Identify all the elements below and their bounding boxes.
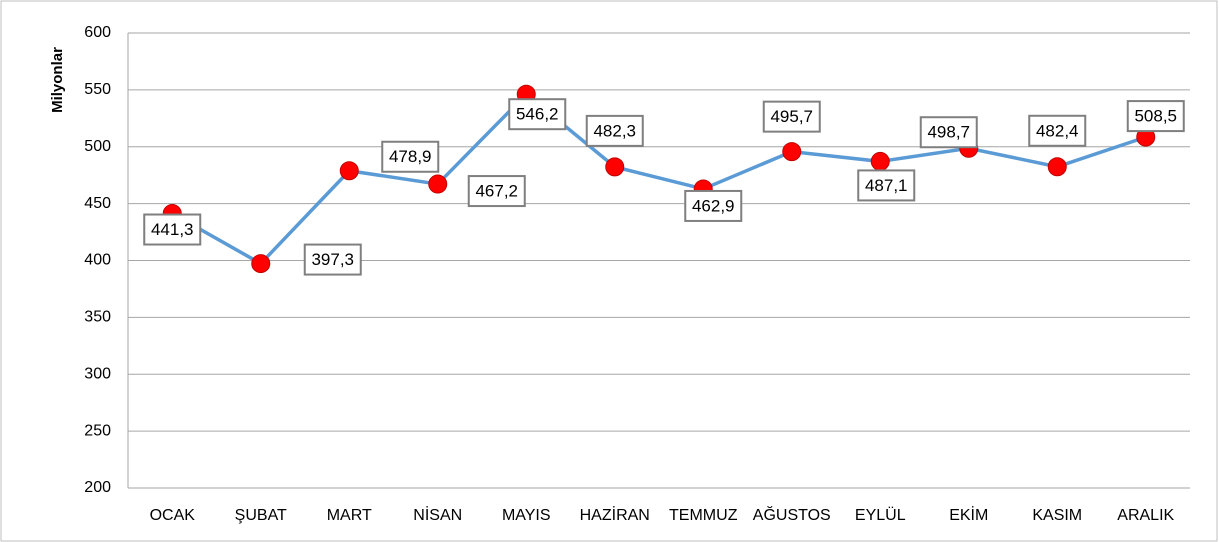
y-tick-label: 450	[84, 195, 111, 212]
x-tick-label: HAZİRAN	[580, 505, 650, 524]
x-tick-label: MART	[327, 507, 372, 524]
x-tick-label: TEMMUZ	[669, 507, 738, 524]
data-label: 467,2	[475, 182, 518, 201]
y-axis-label: Milyonlar	[49, 47, 66, 113]
x-tick-label: MAYIS	[502, 507, 551, 524]
marker	[782, 142, 802, 162]
data-label: 441,3	[151, 220, 194, 239]
y-tick-label: 200	[84, 479, 111, 496]
y-tick-label: 600	[84, 24, 111, 41]
marker	[1047, 157, 1067, 177]
data-label-box	[1126, 100, 1185, 133]
y-tick-label: 300	[84, 365, 111, 382]
data-label: 482,4	[1036, 121, 1079, 140]
y-tick-label: 250	[84, 422, 111, 439]
data-label-box	[303, 243, 362, 276]
data-label-box	[508, 98, 567, 131]
data-label-box	[919, 116, 978, 149]
data-label: 462,9	[692, 196, 735, 215]
x-tick-label: EYLÜL	[855, 506, 906, 524]
marker	[339, 161, 359, 181]
data-label-box	[684, 189, 743, 222]
data-label-box	[762, 100, 821, 133]
data-label: 546,2	[516, 105, 559, 124]
x-tick-label: AĞUSTOS	[753, 505, 831, 524]
x-tick-label: NİSAN	[413, 505, 462, 524]
data-label: 508,5	[1134, 107, 1177, 126]
data-label-box	[143, 213, 202, 246]
y-tick-label: 500	[84, 138, 111, 155]
x-tick-label: KASIM	[1032, 507, 1082, 524]
x-tick-label: OCAK	[150, 507, 196, 524]
data-label-box	[381, 140, 440, 173]
data-label-box	[467, 175, 526, 208]
y-tick-label: 550	[84, 81, 111, 98]
data-label-box	[1028, 114, 1087, 147]
marker	[251, 254, 271, 274]
data-label: 498,7	[927, 123, 970, 142]
y-tick-label: 400	[84, 252, 111, 269]
data-label-box	[585, 114, 644, 147]
data-label: 482,3	[593, 121, 636, 140]
data-label: 487,1	[865, 176, 908, 195]
data-label: 495,7	[770, 107, 813, 126]
x-tick-label: ŞUBAT	[235, 507, 287, 524]
data-label-box	[857, 169, 916, 202]
line	[171, 91, 1147, 266]
marker	[428, 174, 448, 194]
x-tick-label: EKİM	[949, 505, 988, 524]
marker	[605, 157, 625, 177]
marker	[870, 151, 890, 171]
data-label: 397,3	[311, 250, 354, 269]
data-label: 478,9	[389, 147, 432, 166]
x-tick-label: ARALIK	[1117, 507, 1174, 524]
y-tick-label: 350	[84, 309, 111, 326]
